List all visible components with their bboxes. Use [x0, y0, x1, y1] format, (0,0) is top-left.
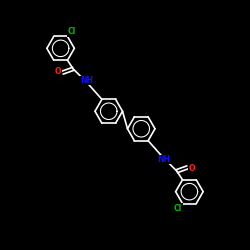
- Text: Cl: Cl: [174, 204, 182, 212]
- Text: Cl: Cl: [68, 28, 76, 36]
- Text: O: O: [55, 67, 61, 76]
- Text: O: O: [189, 164, 195, 173]
- Text: NH: NH: [158, 155, 170, 164]
- Text: NH: NH: [80, 76, 93, 85]
